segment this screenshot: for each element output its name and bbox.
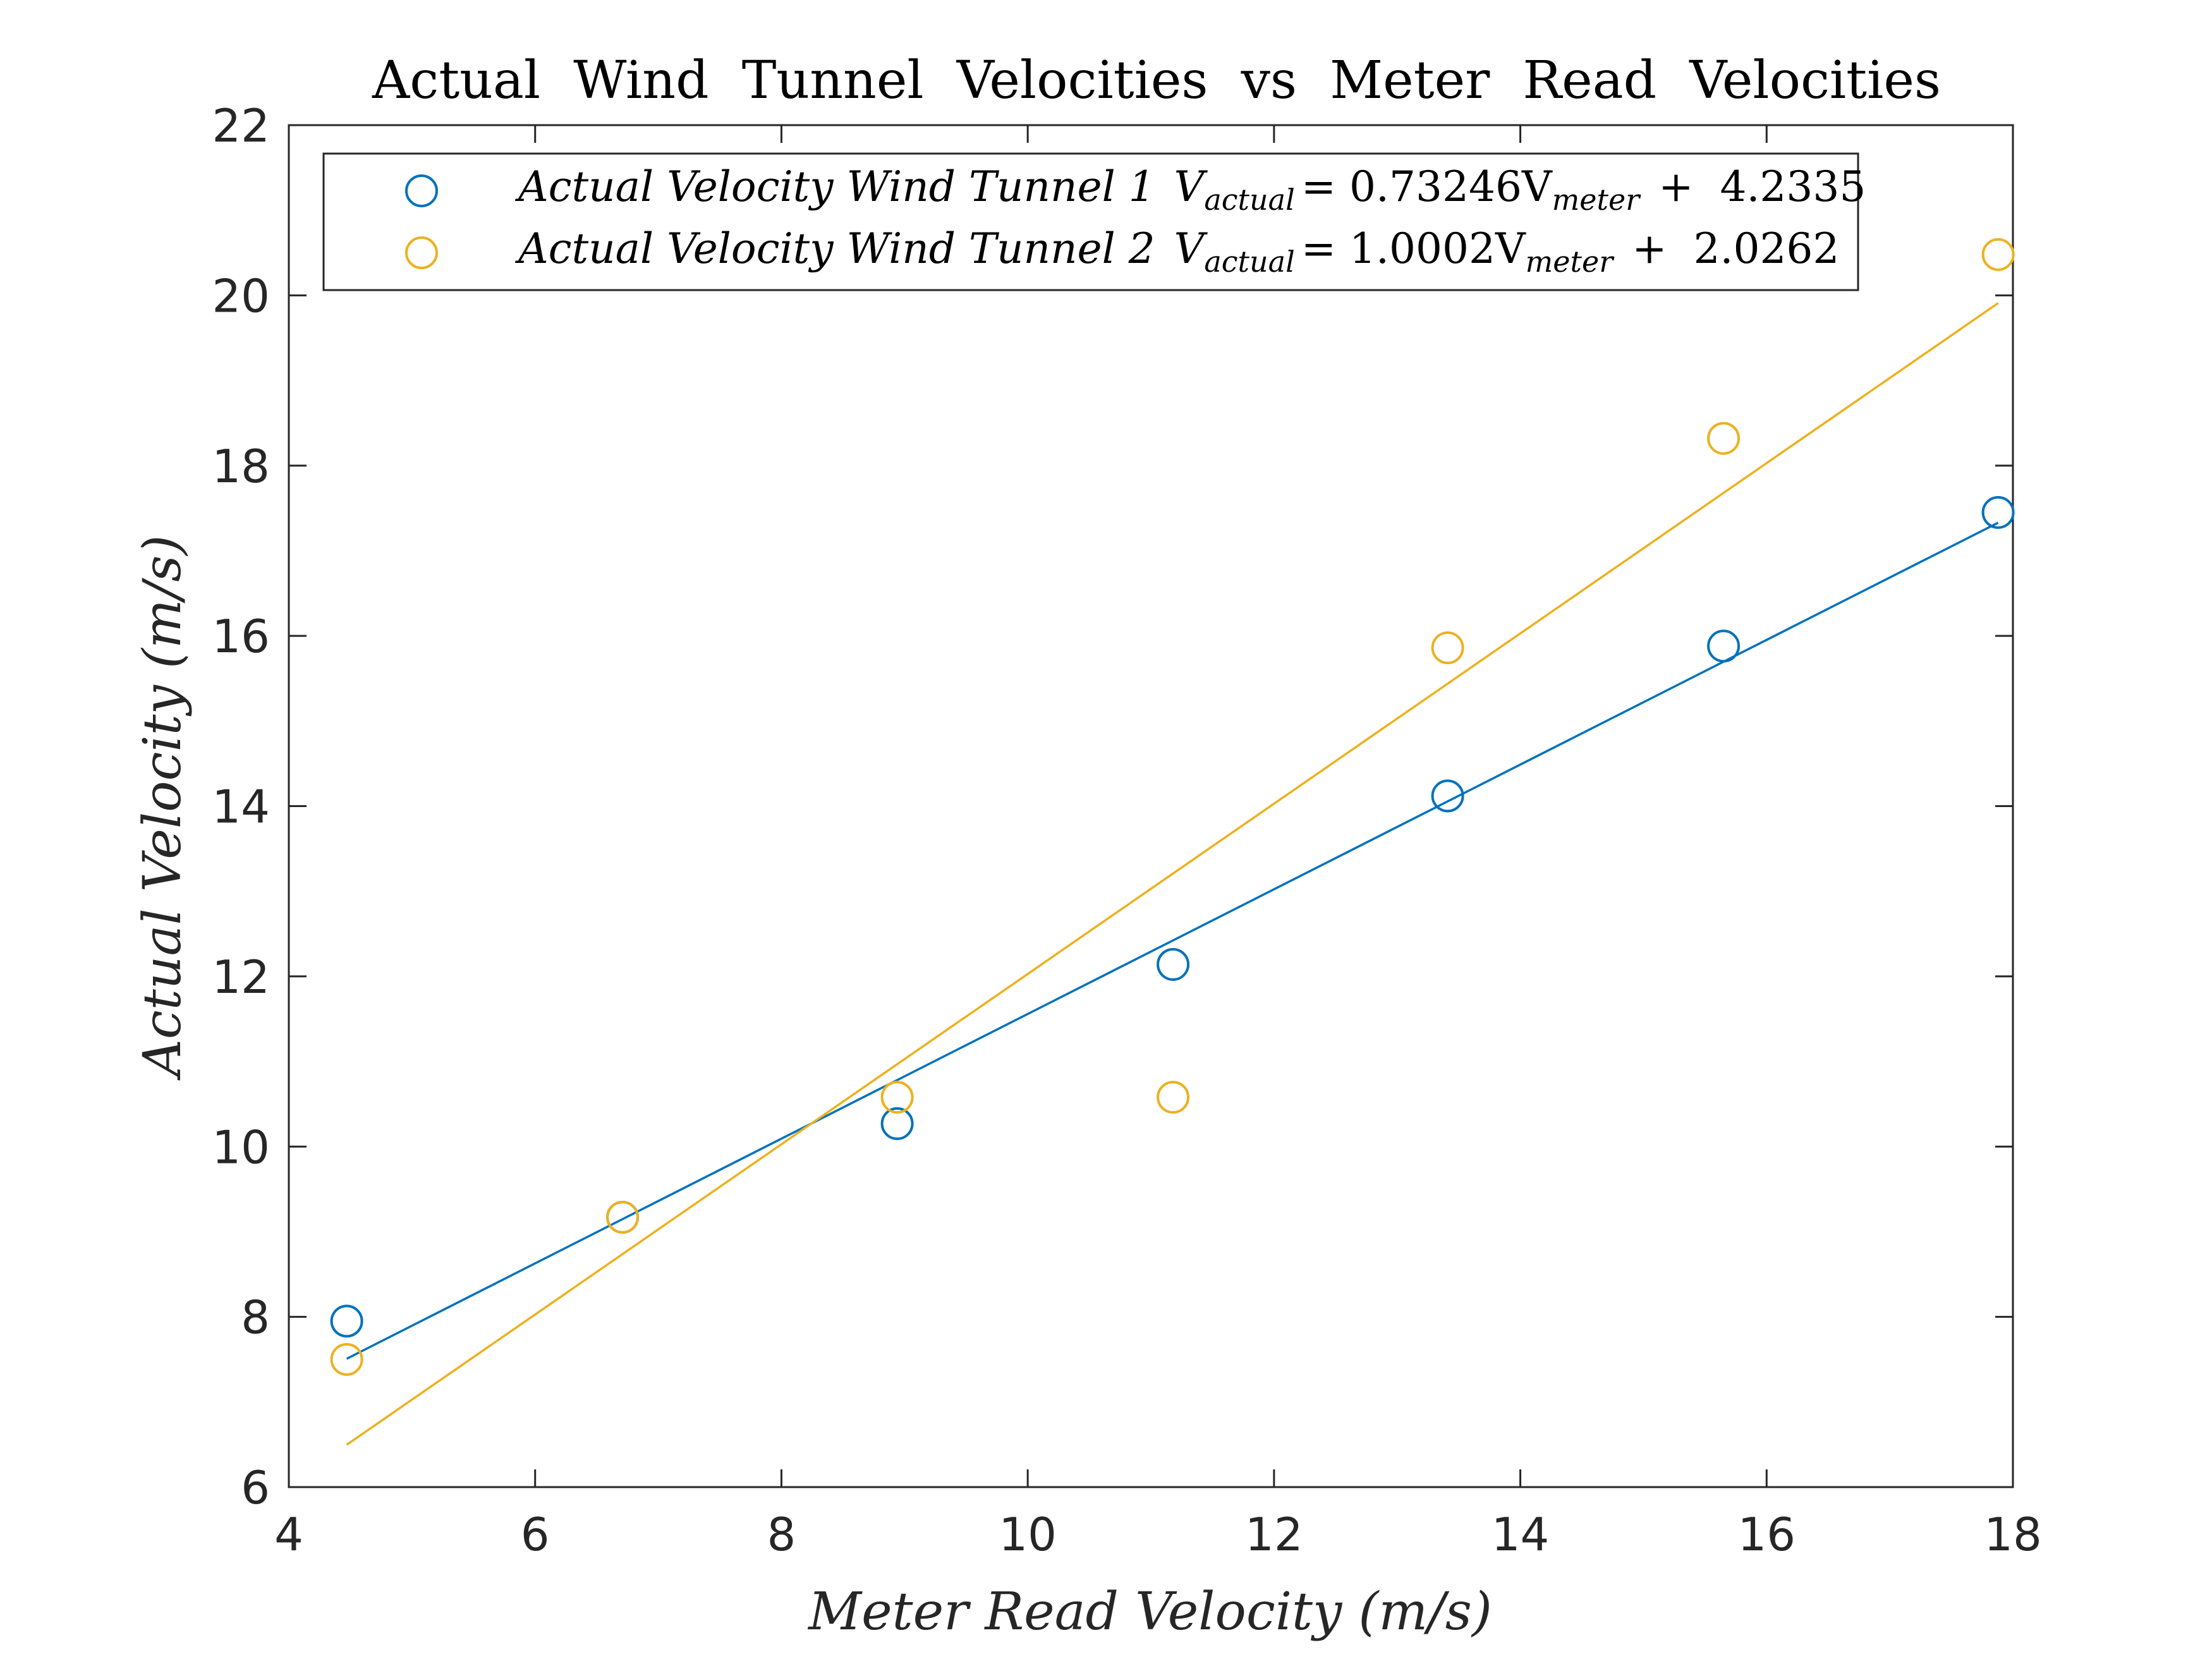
legend-series-1-mid: = 0.73246V xyxy=(1301,162,1553,211)
x-tick-label: 18 xyxy=(1984,1508,2042,1561)
data-point-series-1-0 xyxy=(330,1304,363,1338)
legend-series-1-mid-sub: meter xyxy=(1552,183,1642,217)
legend: Actual Velocity Wind Tunnel 1 Vactual = 0.… xyxy=(322,152,1866,291)
x-tick-label: 12 xyxy=(1245,1508,1303,1561)
y-tick-label: 22 xyxy=(212,99,270,152)
legend-series-2-mid: = 1.0002V xyxy=(1301,224,1526,273)
x-tick-label: 4 xyxy=(274,1508,303,1561)
data-point-series-1-5 xyxy=(1707,629,1741,663)
data-points xyxy=(330,238,2015,1376)
legend-marker-series-1 xyxy=(405,174,438,207)
y-tick-label: 12 xyxy=(212,951,270,1004)
legend-entry-series-1: Actual Velocity Wind Tunnel 1 Vactual = 0.… xyxy=(514,162,1866,217)
chart-title: Actual Wind Tunnel Velocities vs Meter R… xyxy=(372,51,1941,111)
legend-series-2-name: Actual Velocity Wind Tunnel 2 xyxy=(514,224,1155,273)
axis-ticks xyxy=(288,124,2014,1488)
x-axis-label: Meter Read Velocity (m/s) xyxy=(807,1582,1492,1642)
legend-series-1-lhs-sub: actual xyxy=(1204,183,1294,217)
y-tick-label: 16 xyxy=(212,610,270,663)
y-tick-label: 20 xyxy=(212,269,270,322)
legend-series-1-lhs: V xyxy=(1174,162,1208,211)
x-tick-label: 14 xyxy=(1492,1508,1550,1561)
legend-series-1-rhs: + 4.2335 xyxy=(1658,162,1866,211)
x-tick-label: 8 xyxy=(767,1508,796,1561)
y-tick-label: 6 xyxy=(241,1461,270,1514)
data-point-series-2-6 xyxy=(1981,238,2015,271)
data-point-series-2-5 xyxy=(1707,422,1741,455)
plot-area xyxy=(288,124,2014,1488)
data-point-series-1-4 xyxy=(1431,779,1464,813)
legend-series-1-name: Actual Velocity Wind Tunnel 1 xyxy=(514,162,1155,211)
x-tick-label: 10 xyxy=(999,1508,1057,1561)
fit-line-series-2 xyxy=(346,302,1999,1446)
legend-box xyxy=(322,152,1859,291)
x-tick-label: 16 xyxy=(1737,1508,1796,1561)
data-point-series-1-6 xyxy=(1981,495,2015,529)
y-axis-label: Actual Velocity (m/s) xyxy=(133,535,193,1081)
legend-series-2-mid-sub: meter xyxy=(1526,245,1615,279)
y-tick-label: 10 xyxy=(212,1121,270,1174)
x-tick-label: 6 xyxy=(521,1508,550,1561)
legend-marker-series-2 xyxy=(405,236,438,269)
legend-series-2-lhs: V xyxy=(1174,224,1208,273)
data-point-series-1-2 xyxy=(880,1107,914,1140)
data-point-series-2-4 xyxy=(1431,631,1464,664)
legend-entry-series-2: Actual Velocity Wind Tunnel 2 Vactual = 1.… xyxy=(514,224,1839,279)
y-tick-label: 8 xyxy=(241,1291,270,1344)
data-point-series-2-1 xyxy=(606,1201,640,1234)
data-point-series-2-3 xyxy=(1157,1081,1190,1114)
data-point-series-2-2 xyxy=(880,1081,914,1114)
y-tick-label: 14 xyxy=(212,781,270,834)
legend-series-2-rhs: + 2.0262 xyxy=(1632,224,1839,273)
data-point-series-1-3 xyxy=(1157,948,1190,981)
legend-series-2-lhs-sub: actual xyxy=(1204,245,1294,279)
y-tick-label: 18 xyxy=(212,440,270,493)
data-point-series-2-0 xyxy=(330,1342,363,1376)
